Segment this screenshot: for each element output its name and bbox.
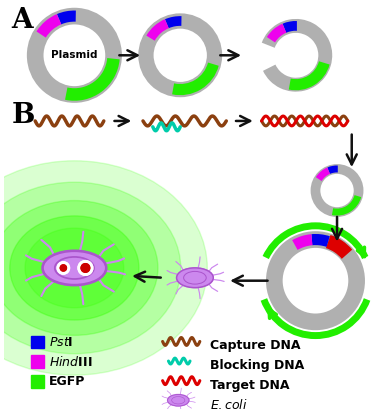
Text: Plasmid: Plasmid [51,50,98,60]
Circle shape [81,264,90,272]
Text: Target DNA: Target DNA [210,379,289,392]
Ellipse shape [168,394,189,406]
Bar [31,355,44,368]
Circle shape [57,262,69,274]
Ellipse shape [177,268,213,287]
Ellipse shape [0,182,181,354]
Text: B: B [11,102,35,129]
Bar [31,336,44,348]
Bar [31,375,44,388]
Circle shape [78,260,93,275]
Text: A: A [11,7,33,34]
Ellipse shape [43,251,106,285]
Circle shape [81,264,90,272]
Text: EGFP: EGFP [49,375,85,388]
Circle shape [60,265,66,271]
Ellipse shape [0,201,158,335]
Circle shape [57,262,69,274]
Circle shape [60,265,66,271]
Text: Blocking DNA: Blocking DNA [210,359,304,372]
Ellipse shape [0,161,207,375]
Ellipse shape [10,216,139,320]
Ellipse shape [25,228,124,308]
Circle shape [78,260,93,275]
Text: $\it{Hind}$III: $\it{Hind}$III [49,355,92,369]
Text: $\it{E. coli}$: $\it{E. coli}$ [210,398,247,412]
Text: Capture DNA: Capture DNA [210,339,300,352]
Text: $\it{Pst}$I: $\it{Pst}$I [49,336,73,349]
